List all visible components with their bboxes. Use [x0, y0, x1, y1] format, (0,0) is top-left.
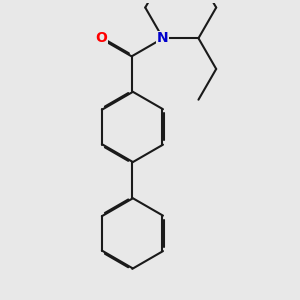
Text: N: N — [157, 31, 169, 45]
Text: O: O — [96, 31, 107, 45]
